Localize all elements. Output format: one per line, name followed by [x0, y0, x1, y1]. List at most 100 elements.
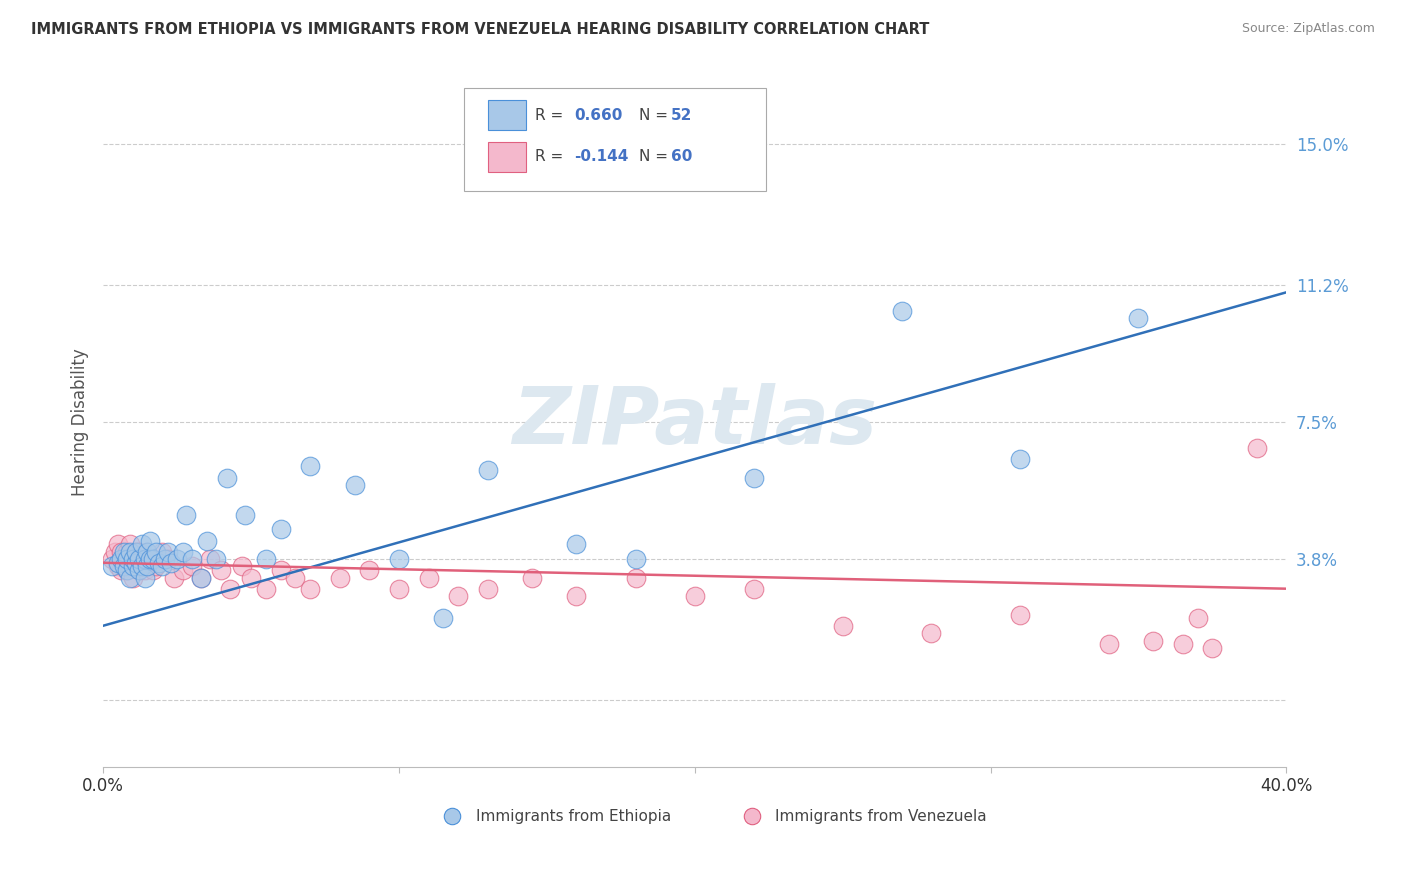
- Point: [160, 556, 183, 570]
- Point: [1128, 311, 1150, 326]
- Text: 52: 52: [671, 108, 692, 123]
- Point: [388, 582, 411, 596]
- Point: [115, 563, 138, 577]
- Text: IMMIGRANTS FROM ETHIOPIA VS IMMIGRANTS FROM VENEZUELA HEARING DISABILITY CORRELA: IMMIGRANTS FROM ETHIOPIA VS IMMIGRANTS F…: [31, 22, 929, 37]
- Point: [270, 563, 292, 577]
- Point: [121, 552, 143, 566]
- Point: [118, 559, 141, 574]
- Point: [1010, 452, 1032, 467]
- Point: [166, 552, 188, 566]
- FancyBboxPatch shape: [488, 142, 526, 172]
- Point: [388, 552, 411, 566]
- Point: [565, 589, 588, 603]
- Point: [110, 552, 132, 566]
- Point: [418, 571, 440, 585]
- Point: [195, 533, 218, 548]
- Point: [104, 544, 127, 558]
- Point: [131, 559, 153, 574]
- Point: [101, 559, 124, 574]
- Point: [831, 619, 853, 633]
- Point: [112, 552, 135, 566]
- Point: [172, 563, 194, 577]
- Point: [1201, 640, 1223, 655]
- Text: Immigrants from Venezuela: Immigrants from Venezuela: [775, 809, 987, 823]
- Point: [343, 478, 366, 492]
- Point: [118, 571, 141, 585]
- Point: [284, 571, 307, 585]
- Point: [190, 571, 212, 585]
- Point: [240, 571, 263, 585]
- Point: [624, 552, 647, 566]
- Point: [142, 552, 165, 566]
- Point: [145, 559, 167, 574]
- Point: [112, 559, 135, 574]
- Point: [190, 571, 212, 585]
- Point: [118, 537, 141, 551]
- Point: [107, 559, 129, 574]
- Point: [150, 559, 173, 574]
- Point: [134, 552, 156, 566]
- Point: [124, 544, 146, 558]
- Point: [139, 552, 162, 566]
- Text: 0.660: 0.660: [574, 108, 623, 123]
- Point: [142, 563, 165, 577]
- Point: [217, 470, 239, 484]
- Point: [107, 556, 129, 570]
- Text: N =: N =: [640, 149, 673, 164]
- Point: [134, 571, 156, 585]
- Point: [1171, 637, 1194, 651]
- Point: [683, 589, 706, 603]
- Point: [148, 556, 170, 570]
- Point: [890, 303, 912, 318]
- Text: R =: R =: [536, 149, 568, 164]
- Point: [121, 552, 143, 566]
- FancyBboxPatch shape: [488, 100, 526, 130]
- Point: [1142, 633, 1164, 648]
- Point: [124, 544, 146, 558]
- Point: [920, 626, 942, 640]
- Point: [477, 463, 499, 477]
- Point: [172, 544, 194, 558]
- Point: [134, 563, 156, 577]
- Text: Immigrants from Ethiopia: Immigrants from Ethiopia: [475, 809, 671, 823]
- Point: [299, 459, 322, 474]
- Point: [219, 582, 242, 596]
- Point: [1010, 607, 1032, 622]
- Point: [163, 571, 186, 585]
- Point: [115, 552, 138, 566]
- Point: [155, 552, 177, 566]
- Point: [136, 544, 159, 558]
- Point: [204, 552, 226, 566]
- Point: [254, 552, 277, 566]
- Point: [231, 559, 253, 574]
- Point: [121, 571, 143, 585]
- Point: [128, 544, 150, 558]
- Point: [110, 544, 132, 558]
- Point: [198, 552, 221, 566]
- Point: [157, 544, 180, 558]
- FancyBboxPatch shape: [464, 87, 766, 191]
- Point: [128, 563, 150, 577]
- Point: [107, 537, 129, 551]
- Y-axis label: Hearing Disability: Hearing Disability: [72, 348, 89, 496]
- Text: N =: N =: [640, 108, 673, 123]
- Text: -0.144: -0.144: [574, 149, 628, 164]
- Point: [432, 611, 454, 625]
- Point: [329, 571, 352, 585]
- Point: [447, 589, 470, 603]
- Point: [115, 544, 138, 558]
- Point: [128, 563, 150, 577]
- Point: [139, 533, 162, 548]
- Point: [145, 544, 167, 558]
- Point: [121, 559, 143, 574]
- Point: [124, 556, 146, 570]
- Point: [134, 552, 156, 566]
- Text: ZIPatlas: ZIPatlas: [512, 383, 877, 461]
- Point: [131, 537, 153, 551]
- Point: [136, 559, 159, 574]
- Point: [211, 563, 233, 577]
- Point: [1187, 611, 1209, 625]
- Point: [1246, 441, 1268, 455]
- Text: Source: ZipAtlas.com: Source: ZipAtlas.com: [1241, 22, 1375, 36]
- Point: [139, 552, 162, 566]
